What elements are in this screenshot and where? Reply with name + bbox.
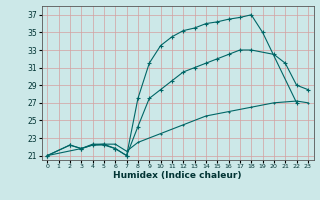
X-axis label: Humidex (Indice chaleur): Humidex (Indice chaleur) — [113, 171, 242, 180]
